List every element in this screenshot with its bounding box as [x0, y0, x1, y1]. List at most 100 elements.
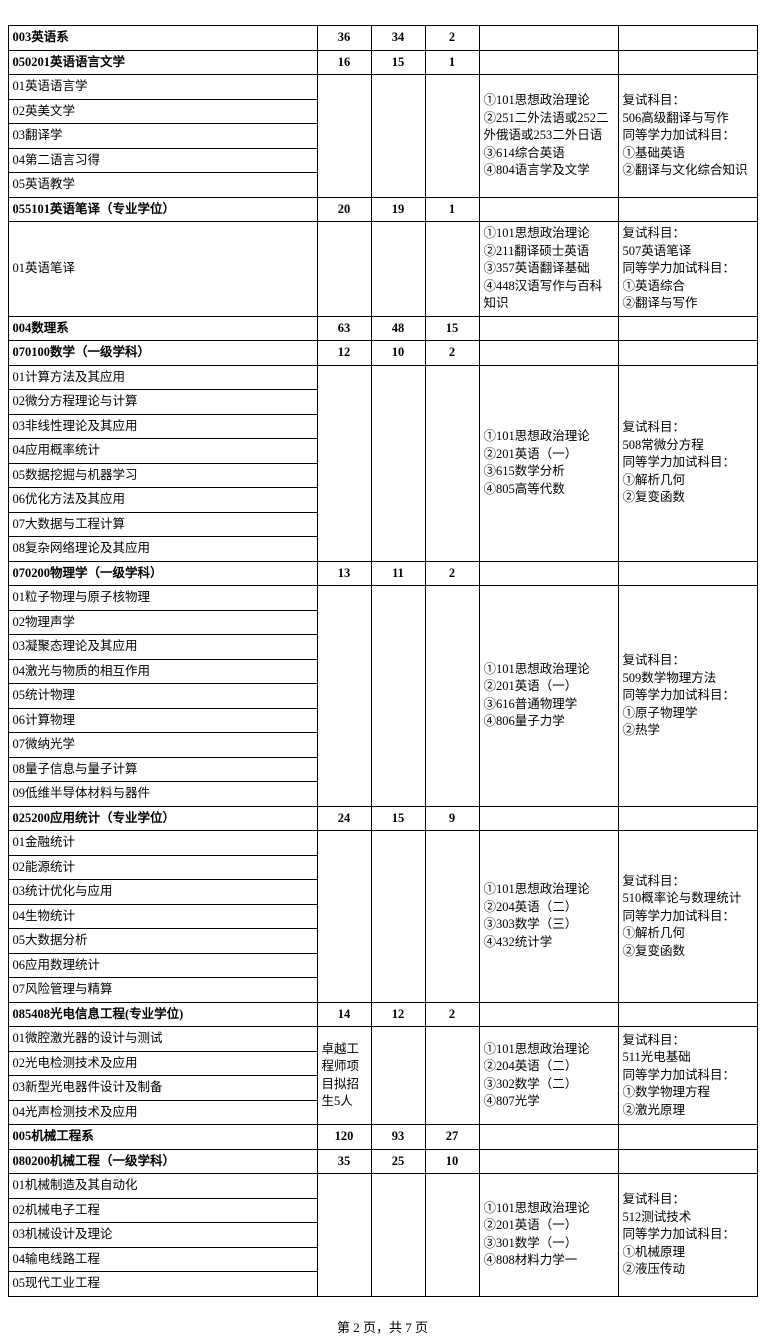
major-c6: [618, 806, 757, 831]
blank-c4: [425, 586, 479, 807]
blank-c3: [371, 1174, 425, 1297]
direction: 08复杂网络理论及其应用: [8, 537, 317, 562]
direction: 04激光与物质的相互作用: [8, 659, 317, 684]
major-n1: 16: [317, 50, 371, 75]
exam-subjects: ①101思想政治理论②201英语（一）③615数学分析④805高等代数: [479, 365, 618, 561]
major-n2: 15: [371, 806, 425, 831]
direction: 05大数据分析: [8, 929, 317, 954]
major-c6: [618, 1149, 757, 1174]
dept-n2: 93: [371, 1125, 425, 1150]
major-c6: [618, 561, 757, 586]
direction: 08量子信息与量子计算: [8, 757, 317, 782]
direction: 03翻译学: [8, 124, 317, 149]
direction: 07微纳光学: [8, 733, 317, 758]
dept-c5: [479, 1125, 618, 1150]
note-c2: [317, 365, 371, 561]
major-c5: [479, 1002, 618, 1027]
direction: 03统计优化与应用: [8, 880, 317, 905]
direction: 01金融统计: [8, 831, 317, 856]
exam-subjects: ①101思想政治理论②201英语（一）③301数学（一）④808材料力学一: [479, 1174, 618, 1297]
blank-c3: [371, 586, 425, 807]
major-n3: 10: [425, 1149, 479, 1174]
direction: 07大数据与工程计算: [8, 512, 317, 537]
direction: 02英美文学: [8, 99, 317, 124]
direction: 06应用数理统计: [8, 953, 317, 978]
major-n2: 10: [371, 341, 425, 366]
major-n2: 15: [371, 50, 425, 75]
exam-subjects: ①101思想政治理论②251二外法语或252二外俄语或253二外日语③614综合…: [479, 75, 618, 198]
direction: 06优化方法及其应用: [8, 488, 317, 513]
catalog-table: 003英语系36342050201英语语言文学1615101英语语言学①101思…: [8, 25, 758, 1297]
major-c5: [479, 806, 618, 831]
major-n2: 19: [371, 197, 425, 222]
dept-n3: 27: [425, 1125, 479, 1150]
major-c6: [618, 50, 757, 75]
direction: 02光电检测技术及应用: [8, 1051, 317, 1076]
direction: 07风险管理与精算: [8, 978, 317, 1003]
direction: 02物理声学: [8, 610, 317, 635]
major-name: 085408光电信息工程(专业学位): [8, 1002, 317, 1027]
dept-n1: 120: [317, 1125, 371, 1150]
dept-c6: [618, 316, 757, 341]
major-c6: [618, 197, 757, 222]
major-n3: 1: [425, 197, 479, 222]
direction: 04第二语言习得: [8, 148, 317, 173]
exam-subjects: ①101思想政治理论②201英语（一）③616普通物理学④806量子力学: [479, 586, 618, 807]
direction: 01英语语言学: [8, 75, 317, 100]
blank-c3: [371, 75, 425, 198]
major-n1: 14: [317, 1002, 371, 1027]
blank-c3: [371, 831, 425, 1003]
blank-c4: [425, 831, 479, 1003]
direction: 01英语笔译: [8, 222, 317, 317]
note-c2: [317, 1174, 371, 1297]
dept-n2: 48: [371, 316, 425, 341]
direction: 09低维半导体材料与器件: [8, 782, 317, 807]
dept-n3: 2: [425, 26, 479, 51]
major-n3: 2: [425, 341, 479, 366]
major-n2: 11: [371, 561, 425, 586]
major-c6: [618, 1002, 757, 1027]
major-c5: [479, 341, 618, 366]
blank-c4: [425, 75, 479, 198]
blank-c3: [371, 222, 425, 317]
dept-c5: [479, 316, 618, 341]
direction: 02能源统计: [8, 855, 317, 880]
dept-name: 004数理系: [8, 316, 317, 341]
direction: 04生物统计: [8, 904, 317, 929]
major-n1: 24: [317, 806, 371, 831]
direction: 03凝聚态理论及其应用: [8, 635, 317, 660]
direction: 04输电线路工程: [8, 1247, 317, 1272]
exam-subjects: ①101思想政治理论②204英语（二）③303数学（三）④432统计学: [479, 831, 618, 1003]
direction: 04光声检测技术及应用: [8, 1100, 317, 1125]
major-n3: 2: [425, 561, 479, 586]
direction: 03机械设计及理论: [8, 1223, 317, 1248]
dept-c6: [618, 26, 757, 51]
major-c6: [618, 341, 757, 366]
dept-n1: 63: [317, 316, 371, 341]
dept-c6: [618, 1125, 757, 1150]
major-n3: 1: [425, 50, 479, 75]
dept-name: 005机械工程系: [8, 1125, 317, 1150]
retest-subjects: 复试科目：510概率论与数理统计同等学力加试科目：①解析几何②复变函数: [618, 831, 757, 1003]
major-c5: [479, 50, 618, 75]
major-n3: 2: [425, 1002, 479, 1027]
major-name: 070200物理学（一级学科）: [8, 561, 317, 586]
major-c5: [479, 197, 618, 222]
retest-subjects: 复试科目：512测试技术同等学力加试科目：①机械原理②液压传动: [618, 1174, 757, 1297]
blank-c4: [425, 1174, 479, 1297]
major-n2: 12: [371, 1002, 425, 1027]
blank-c4: [425, 222, 479, 317]
major-n1: 35: [317, 1149, 371, 1174]
retest-subjects: 复试科目：509数学物理方法同等学力加试科目：①原子物理学②热学: [618, 586, 757, 807]
dept-name: 003英语系: [8, 26, 317, 51]
direction: 01机械制造及其自动化: [8, 1174, 317, 1199]
direction: 05英语教学: [8, 173, 317, 198]
retest-subjects: 复试科目：507英语笔译同等学力加试科目：①英语综合②翻译与写作: [618, 222, 757, 317]
major-name: 050201英语语言文学: [8, 50, 317, 75]
dept-c5: [479, 26, 618, 51]
blank-c4: [425, 365, 479, 561]
direction: 05现代工业工程: [8, 1272, 317, 1297]
note-c2: [317, 586, 371, 807]
direction: 04应用概率统计: [8, 439, 317, 464]
major-c5: [479, 1149, 618, 1174]
